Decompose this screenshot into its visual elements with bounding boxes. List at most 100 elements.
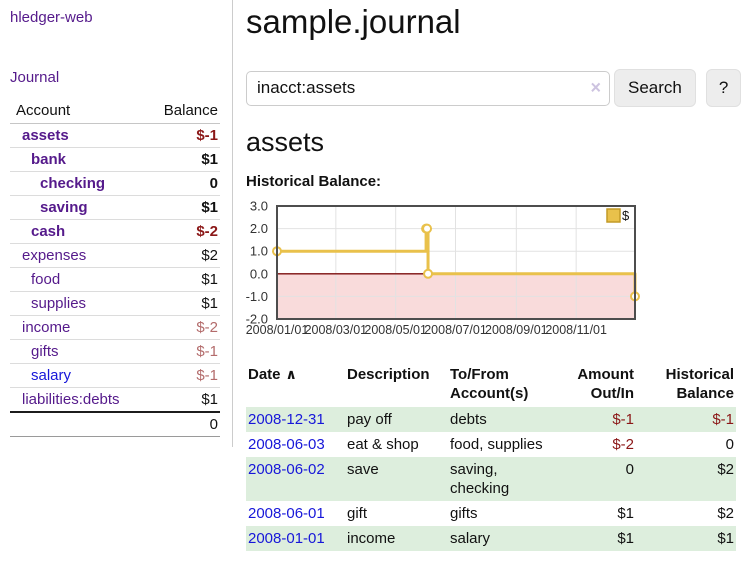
balance-cell: 0 <box>725 436 734 453</box>
accounts-cell: food, supplies <box>450 436 543 453</box>
account-balance: $2 <box>144 243 220 268</box>
search-form: × Search ? <box>246 69 742 107</box>
svg-text:2008/11/01: 2008/11/01 <box>545 323 607 337</box>
account-balance: $1 <box>144 195 220 220</box>
account-row: assets $-1 <box>10 123 220 148</box>
register-header-amount[interactable]: Amount Out/In <box>577 366 634 402</box>
register-row: 2008-06-01 gift gifts $1 $2 <box>246 501 736 526</box>
date-link[interactable]: 2008-12-31 <box>248 411 325 428</box>
balance-cell: $2 <box>717 505 734 522</box>
account-link[interactable]: assets <box>22 127 69 144</box>
account-balance: 0 <box>144 171 220 196</box>
chart-title: Historical Balance: <box>246 173 382 190</box>
account-balance: $-2 <box>144 315 220 340</box>
description-cell: income <box>347 530 396 547</box>
svg-text:0.0: 0.0 <box>250 266 268 281</box>
nav-journal-link[interactable]: Journal <box>10 69 60 86</box>
register-header-date[interactable]: Date ∧ <box>248 366 297 383</box>
account-link[interactable]: liabilities:debts <box>22 391 120 408</box>
date-link[interactable]: 2008-01-01 <box>248 530 325 547</box>
description-cell: eat & shop <box>347 436 419 453</box>
svg-text:2008/03/01: 2008/03/01 <box>305 323 368 337</box>
description-cell: save <box>347 461 379 478</box>
svg-text:2008/09/01: 2008/09/01 <box>485 323 548 337</box>
account-balance: $-1 <box>144 339 220 364</box>
sort-ascending-icon: ∧ <box>285 366 297 382</box>
register-header-historical[interactable]: Historical Balance <box>665 366 734 402</box>
account-balance: $1 <box>144 267 220 292</box>
amount-cell: $-1 <box>612 411 634 428</box>
account-row: cash $-2 <box>10 219 220 244</box>
app-title-link[interactable]: hledger-web <box>10 9 93 26</box>
register-header-to-from[interactable]: To/From Account(s) <box>450 366 529 402</box>
account-link[interactable]: cash <box>31 223 66 240</box>
account-link[interactable]: bank <box>31 151 67 168</box>
account-link[interactable]: supplies <box>31 295 87 312</box>
account-link[interactable]: income <box>22 319 71 336</box>
amount-cell: $1 <box>617 505 634 522</box>
account-row: gifts $-1 <box>10 339 220 364</box>
account-heading: assets <box>246 127 325 157</box>
account-row: checking 0 <box>10 171 220 196</box>
clear-search-icon[interactable]: × <box>590 77 601 98</box>
account-row: bank $1 <box>10 147 220 172</box>
account-balance: $1 <box>144 147 220 172</box>
accounts-cell: salary <box>450 530 491 547</box>
register-table: Date ∧ Description To/From Account(s) Amount O… <box>246 363 736 551</box>
balance-cell: $-1 <box>712 411 734 428</box>
accounts-header-balance: Balance <box>144 99 220 124</box>
register-row: 2008-06-02 save saving, checking 0 $2 <box>246 457 736 501</box>
svg-text:2.0: 2.0 <box>250 221 268 236</box>
main-content: sample.journal × Search ? assets Histori… <box>246 0 742 551</box>
account-row: saving $1 <box>10 195 220 220</box>
account-link[interactable]: checking <box>40 175 106 192</box>
account-row: salary $-1 <box>10 363 220 388</box>
accounts-total-spacer <box>10 411 145 437</box>
register-header-description[interactable]: Description <box>347 366 430 383</box>
svg-text:-1.0: -1.0 <box>246 289 268 304</box>
search-input[interactable] <box>246 70 610 106</box>
account-balance: $-2 <box>144 219 220 244</box>
date-link[interactable]: 2008-06-02 <box>248 461 325 478</box>
account-row: supplies $1 <box>10 291 220 316</box>
accounts-total-value: 0 <box>144 411 220 437</box>
accounts-cell: gifts <box>450 505 478 522</box>
amount-cell: $-2 <box>612 436 634 453</box>
search-button[interactable]: Search <box>614 69 696 107</box>
svg-text:3.0: 3.0 <box>250 199 268 214</box>
date-link[interactable]: 2008-06-01 <box>248 505 325 522</box>
svg-text:-2.0: -2.0 <box>246 312 268 327</box>
account-row: liabilities:debts $1 <box>10 387 220 413</box>
description-cell: gift <box>347 505 368 522</box>
account-row: expenses $2 <box>10 243 220 268</box>
chart-svg: 3.0 2.0 1.0 0.0 -1.0 -2.02008/01/012008/03/01… <box>246 199 640 337</box>
date-link[interactable]: 2008-06-03 <box>248 436 325 453</box>
historical-balance-chart: 3.0 2.0 1.0 0.0 -1.0 -2.0 2008/01/01 2008/03/01… <box>246 199 742 342</box>
account-link[interactable]: salary <box>31 367 72 384</box>
accounts-header-account: Account <box>10 99 145 124</box>
help-button[interactable]: ? <box>705 69 742 107</box>
page-title: sample.journal <box>246 3 461 40</box>
account-link[interactable]: gifts <box>31 343 59 360</box>
description-cell: pay off <box>347 411 392 428</box>
balance-cell: $1 <box>717 530 734 547</box>
accounts-total-row: 0 <box>10 411 220 437</box>
account-row: income $-2 <box>10 315 220 340</box>
account-balance: $1 <box>144 291 220 316</box>
register-row: 2008-12-31 pay off debts $-1 $-1 <box>246 407 736 432</box>
accounts-table: Account Balance assets $-1 bank $1 checking 0… <box>10 99 220 437</box>
register-row: 2008-01-01 income salary $1 $1 <box>246 526 736 551</box>
svg-text:2008/01/01: 2008/01/01 <box>246 323 309 337</box>
amount-cell: 0 <box>625 461 634 478</box>
svg-text:2008/07/01: 2008/07/01 <box>424 323 487 337</box>
svg-text:1.0: 1.0 <box>250 244 268 259</box>
account-link[interactable]: expenses <box>22 247 87 264</box>
account-link[interactable]: food <box>31 271 61 288</box>
account-balance: $-1 <box>144 363 220 388</box>
account-link[interactable]: saving <box>40 199 88 216</box>
account-row: food $1 <box>10 267 220 292</box>
accounts-cell: debts <box>450 411 487 428</box>
account-balance: $-1 <box>144 123 220 148</box>
accounts-cell: saving, checking <box>450 461 510 497</box>
